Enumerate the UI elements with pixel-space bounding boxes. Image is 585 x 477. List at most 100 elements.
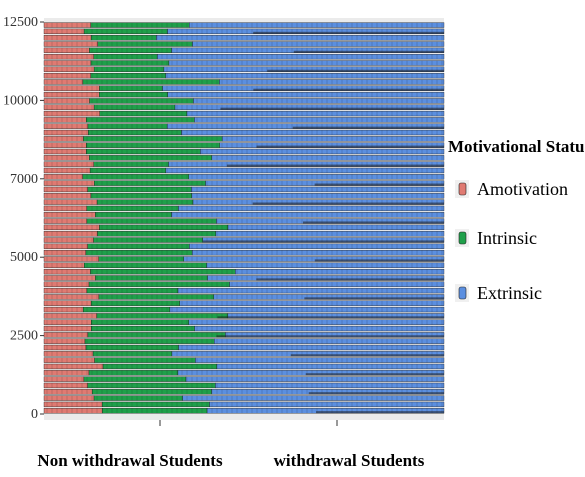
bar-stripe-intrinsic [88,124,167,129]
bar-stripe-extrinsic [178,288,444,293]
bar-stripe-amotivation [44,61,91,66]
bar-stripe-extrinsic [192,250,444,255]
bar-stripe-intrinsic [89,282,230,287]
bar-stripe-amotivation [44,345,86,350]
stripe-shadow [203,240,444,242]
bar-stripe-intrinsic [86,345,179,350]
bar-stripe-extrinsic [192,193,444,198]
bar-stripe-extrinsic [216,231,444,236]
bar-stripe-amotivation [44,364,103,369]
bar-stripe-intrinsic [91,301,180,306]
bar-stripe-extrinsic [228,225,444,230]
bar-stripe-intrinsic [94,54,158,59]
stripe-shadow [306,373,444,375]
bar-stripe-extrinsic [169,61,444,66]
bar-stripe-extrinsic [166,168,444,173]
bar-stripe-amotivation [44,155,89,160]
bar-stripe-amotivation [44,29,84,34]
bar-stripe-amotivation [44,35,91,40]
bar-stripe-amotivation [44,301,91,306]
bar-stripe-intrinsic [91,193,192,198]
bar-stripe-amotivation [44,326,91,331]
bar-stripe-amotivation [44,276,95,281]
bar-stripe-amotivation [44,383,88,388]
bar-stripe-intrinsic [99,92,168,97]
bar-stripe-intrinsic [88,244,190,249]
bar-stripe-amotivation [44,307,83,312]
stripe-shadow [220,108,444,110]
bar-stripe-intrinsic [99,294,214,299]
bar-stripe-intrinsic [89,155,211,160]
bar-stripe-extrinsic [191,187,444,192]
bar-stripe-amotivation [44,54,94,59]
bar-stripe-amotivation [44,320,91,325]
stripe-shadow [256,146,444,148]
bar-stripe-extrinsic [172,212,444,217]
bar-stripe-amotivation [44,117,86,122]
bar-stripe-extrinsic [192,42,444,47]
stripe-shadow [303,221,444,223]
bar-stripe-amotivation [44,377,84,382]
bar-stripe-extrinsic [195,358,444,363]
bar-stripe-amotivation [44,187,88,192]
bar-stripe-extrinsic [187,111,444,116]
stripe-shadow [227,165,444,167]
bar-stripe-intrinsic [83,136,222,141]
bar-stripe-intrinsic [94,238,203,243]
bar-stripe-intrinsic [97,313,228,318]
bar-stripe-extrinsic [186,377,444,382]
bar-stripe-extrinsic [215,383,444,388]
bar-stripe-intrinsic [85,339,214,344]
bar-stripe-extrinsic [235,269,444,274]
bar-stripe-extrinsic [193,98,444,103]
bar-stripe-amotivation [44,136,83,141]
stripe-shadow [315,259,444,261]
bar-stripe-amotivation [44,73,91,78]
bar-stripe-intrinsic [88,187,191,192]
bar-stripe-amotivation [44,244,88,249]
bar-stripe-intrinsic [99,257,184,262]
bar-stripe-extrinsic [222,136,444,141]
bar-stripe-intrinsic [95,358,196,363]
bar-stripe-intrinsic [86,143,219,148]
bar-stripe-amotivation [44,219,87,224]
bar-stripe-intrinsic [90,98,194,103]
bar-stripe-intrinsic [91,35,156,40]
bar-stripe-intrinsic [94,181,205,186]
bar-stripe-intrinsic [97,200,193,205]
bar-stripe-intrinsic [86,117,194,122]
bar-stripe-amotivation [44,396,94,401]
bar-stripe-intrinsic [91,326,194,331]
bar-stripe-amotivation [44,48,89,53]
stripe-shadow [294,51,444,53]
bar-stripe-intrinsic [84,29,167,34]
bar-stripe-extrinsic [178,206,444,211]
bar-stripe-intrinsic [84,263,206,268]
bar-stripe-amotivation [44,23,91,28]
bar-stripe-extrinsic [168,92,444,97]
bar-stripe-amotivation [44,351,93,356]
bar-stripe-amotivation [44,339,85,344]
bar-stripe-intrinsic [89,370,178,375]
bar-stripe-amotivation [44,130,88,135]
bar-stripe-intrinsic [90,168,166,173]
bar-stripe-intrinsic [91,23,189,28]
bar-stripe-amotivation [44,67,94,72]
stripe-shadow [253,89,444,91]
stripe-shadow [304,297,444,299]
bar-stripe-intrinsic [83,174,189,179]
bar-stripe-intrinsic [86,149,200,154]
stripe-shadow [217,316,444,318]
bar-stripe-amotivation [44,206,87,211]
bar-stripe-extrinsic [214,339,444,344]
bar-stripe-intrinsic [100,111,187,116]
bar-stripe-intrinsic [91,320,189,325]
bar-stripe-amotivation [44,288,87,293]
bar-stripe-intrinsic [87,288,178,293]
stripe-shadow [315,184,444,186]
bar-stripe-intrinsic [94,105,175,110]
bar-stripe-amotivation [44,282,89,287]
bar-stripe-amotivation [44,86,99,91]
bar-stripe-intrinsic [99,86,162,91]
